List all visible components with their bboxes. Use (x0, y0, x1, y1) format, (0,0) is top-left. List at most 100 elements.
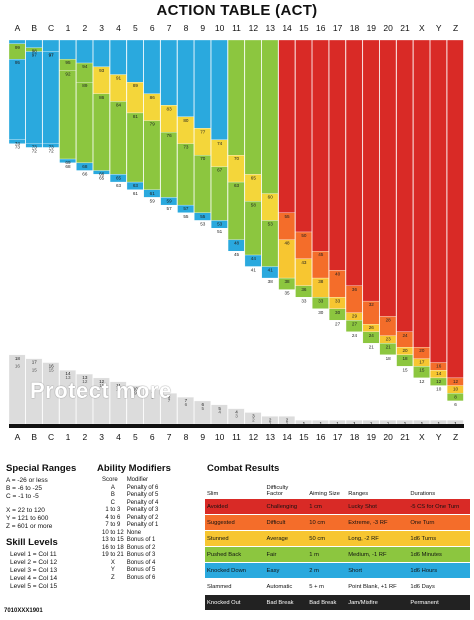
band-col-11-4 (227, 251, 245, 409)
action-table-chart: 9995747318169897737217159797737216159592… (8, 39, 464, 428)
band-col-X-4 (413, 377, 430, 421)
list-item: Level 2 = Col 12 (10, 559, 58, 566)
threshold-label: 97 (49, 53, 55, 58)
column-label-X: X (419, 432, 425, 442)
threshold-label: 1 (370, 421, 373, 426)
band-col-1-4 (59, 162, 76, 371)
band-col-15-4 (295, 297, 312, 421)
threshold-label: 80 (183, 118, 189, 123)
table-cell: 10 to 12 (102, 529, 124, 536)
threshold-label: 1 (404, 421, 407, 426)
table-cell: 1d6 Minutes (408, 546, 470, 563)
threshold-label: 10 (116, 387, 122, 392)
watermark-text: Protect more (30, 378, 172, 403)
band-col-9-2 (194, 155, 211, 213)
list-item: C = -1 to -5 (6, 493, 39, 500)
table-cell: Bonus of 4 (126, 559, 156, 566)
threshold-label: 8 (454, 394, 457, 399)
threshold-label: 1 (421, 421, 424, 426)
threshold-label: 20 (419, 348, 425, 353)
ability-modifiers-title: Ability Modifiers (97, 463, 171, 474)
list-item: B = -6 to -25 (6, 485, 42, 492)
band-col-13-0 (261, 39, 279, 194)
threshold-label: 16 (15, 364, 21, 369)
threshold-label: 10 (133, 387, 139, 392)
band-col-Y-0 (430, 39, 447, 363)
threshold-label: 2 (252, 417, 255, 422)
threshold-label: 27 (335, 321, 341, 326)
threshold-label: 66 (82, 172, 88, 177)
threshold-label: 9 (151, 390, 154, 395)
threshold-label: 1 (319, 421, 322, 426)
table-cell: Extreme, -3 RF (346, 514, 409, 531)
threshold-label: 84 (116, 102, 122, 107)
band-col-10-4 (211, 228, 228, 405)
threshold-label: 93 (99, 68, 105, 73)
table-cell: Short (346, 562, 409, 579)
threshold-label: 81 (133, 114, 139, 119)
threshold-label: 1 (387, 421, 390, 426)
table-row: 16 to 18 Bonus of 2 (102, 545, 161, 553)
table-header: Slim (207, 491, 219, 497)
column-label-Y: Y (435, 432, 442, 442)
combat-results-table: Slim Difficulty Factor Aiming Size Ranges Du… (205, 477, 470, 611)
threshold-label: 4 (218, 410, 221, 415)
threshold-label: 98 (32, 49, 38, 54)
threshold-label: 24 (369, 333, 375, 338)
threshold-label: 65 (251, 175, 257, 180)
threshold-label: 92 (65, 72, 71, 77)
column-label-19: 19 (366, 432, 377, 442)
table-cell: Jam/Misfire (346, 594, 409, 611)
skill-levels-list: Level 1 = Col 11 Level 2 = Col 12 Level 3 … (10, 551, 57, 591)
column-label-4: 4 (116, 432, 121, 442)
band-col-14-0 (278, 39, 296, 213)
band-col-18-4 (345, 331, 363, 421)
ability-modifiers-table: Score Modifier A Penalty of 6 B Penalty of 5 C… (102, 477, 161, 582)
threshold-label: 6 (202, 402, 205, 407)
threshold-label: 3 (252, 413, 255, 418)
threshold-label: 73 (15, 145, 21, 150)
threshold-label: 74 (217, 141, 223, 146)
threshold-label: 86 (150, 95, 156, 100)
threshold-label: 12 (82, 379, 88, 384)
band-col-4-2 (109, 101, 127, 175)
band-col-12-2 (244, 201, 262, 256)
threshold-label: 5 (202, 406, 205, 411)
band-col-20-4 (379, 354, 397, 421)
threshold-label: 28 (386, 317, 392, 322)
threshold-label: 1 (421, 421, 424, 426)
table-row: 19 to 21 Bonus of 3 (102, 552, 161, 560)
table-cell: Medium, -1 RF (346, 546, 409, 563)
band-col-C-4 (42, 147, 60, 363)
list-item: X = 22 to 120 (6, 507, 45, 514)
band-col-8-2 (177, 143, 194, 206)
threshold-label: 1 (454, 421, 457, 426)
threshold-label: 1 (303, 421, 306, 426)
column-label-16: 16 (316, 23, 326, 33)
table-row: Avoided Challenging 1 cm Lucky Shot -5 CS fo… (205, 499, 470, 515)
band-col-13-4 (261, 277, 279, 417)
table-cell: One Turn (408, 514, 470, 531)
threshold-label: 24 (352, 333, 358, 338)
band-col-5-4 (126, 189, 144, 386)
threshold-label: 20 (402, 348, 408, 353)
column-label-3: 3 (99, 432, 105, 442)
threshold-label: 18 (402, 356, 408, 361)
threshold-label: 89 (82, 83, 88, 88)
threshold-label: 18 (386, 356, 392, 361)
table-row: 4 to 6 Penalty of 2 (102, 515, 161, 523)
band-col-15-0 (295, 39, 312, 233)
threshold-label: 1 (269, 421, 272, 426)
column-label-Z: Z (452, 23, 459, 33)
threshold-label: 72 (32, 149, 38, 154)
threshold-label: 18 (15, 356, 21, 361)
table-header: Difficulty Factor (266, 485, 289, 497)
list-item: A = -26 or less (6, 477, 48, 484)
threshold-label: 7 (185, 398, 188, 403)
table-cell: Automatic (264, 578, 308, 595)
threshold-label: 60 (268, 195, 274, 200)
band-col-6-4 (143, 197, 161, 390)
table-header: Aiming Size (309, 491, 340, 497)
column-label-9: 9 (200, 23, 206, 33)
threshold-label: 17 (32, 360, 38, 365)
